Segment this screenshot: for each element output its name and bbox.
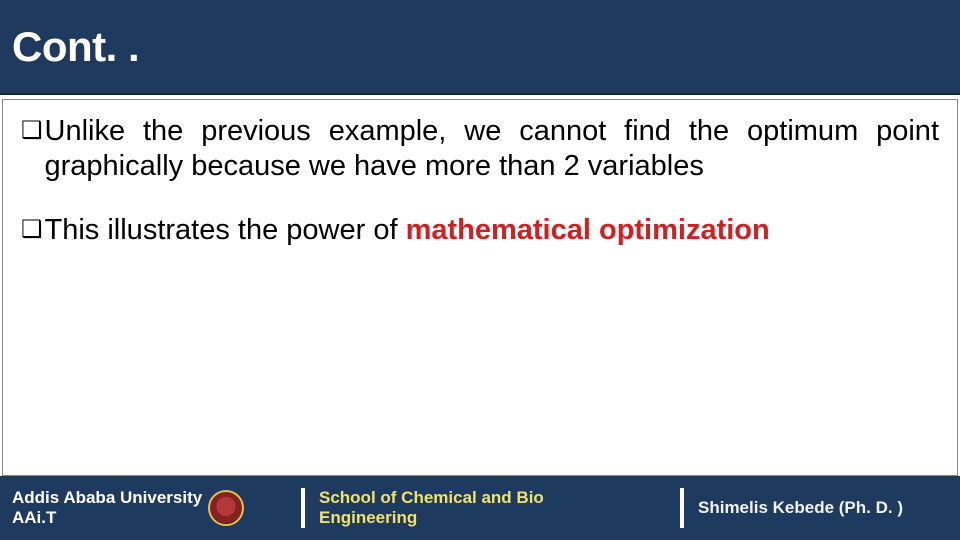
- university-text: Addis Ababa University AAi.T: [12, 488, 202, 527]
- bullet-marker-icon: ❑: [21, 213, 43, 248]
- separator-icon: [301, 488, 305, 528]
- footer-middle: School of Chemical and Bio Engineering: [319, 488, 666, 527]
- bullet-marker-icon: ❑: [21, 114, 43, 149]
- bullet-item: ❑ Unlike the previous example, we cannot…: [21, 114, 939, 185]
- footer-right: Shimelis Kebede (Ph. D. ): [698, 498, 948, 518]
- body-area: ❑ Unlike the previous example, we cannot…: [2, 99, 958, 476]
- institute-name: AAi.T: [12, 508, 202, 528]
- school-line1: School of Chemical and Bio: [319, 488, 544, 508]
- school-line2: Engineering: [319, 508, 544, 528]
- bullet-text: Unlike the previous example, we cannot f…: [45, 114, 939, 185]
- school-text: School of Chemical and Bio Engineering: [319, 488, 544, 527]
- slide: Cont. . ❑ Unlike the previous example, w…: [0, 0, 960, 540]
- bullet-plain-text: This illustrates the power of: [45, 214, 406, 246]
- footer-bar: Addis Ababa University AAi.T School of C…: [0, 476, 960, 540]
- university-name: Addis Ababa University: [12, 488, 202, 508]
- bullet-item: ❑ This illustrates the power of mathemat…: [21, 213, 939, 248]
- bullet-plain-text: Unlike the previous example, we cannot f…: [45, 115, 939, 182]
- slide-title: Cont. .: [12, 23, 139, 71]
- bullet-emphasis-text: mathematical optimization: [406, 214, 770, 246]
- university-logo-icon: [208, 490, 244, 526]
- bullet-text: This illustrates the power of mathematic…: [45, 213, 939, 248]
- author-name: Shimelis Kebede (Ph. D. ): [698, 498, 903, 518]
- title-bar: Cont. .: [0, 0, 960, 95]
- footer-left: Addis Ababa University AAi.T: [12, 488, 287, 527]
- separator-icon: [680, 488, 684, 528]
- university-block: Addis Ababa University AAi.T: [12, 488, 244, 527]
